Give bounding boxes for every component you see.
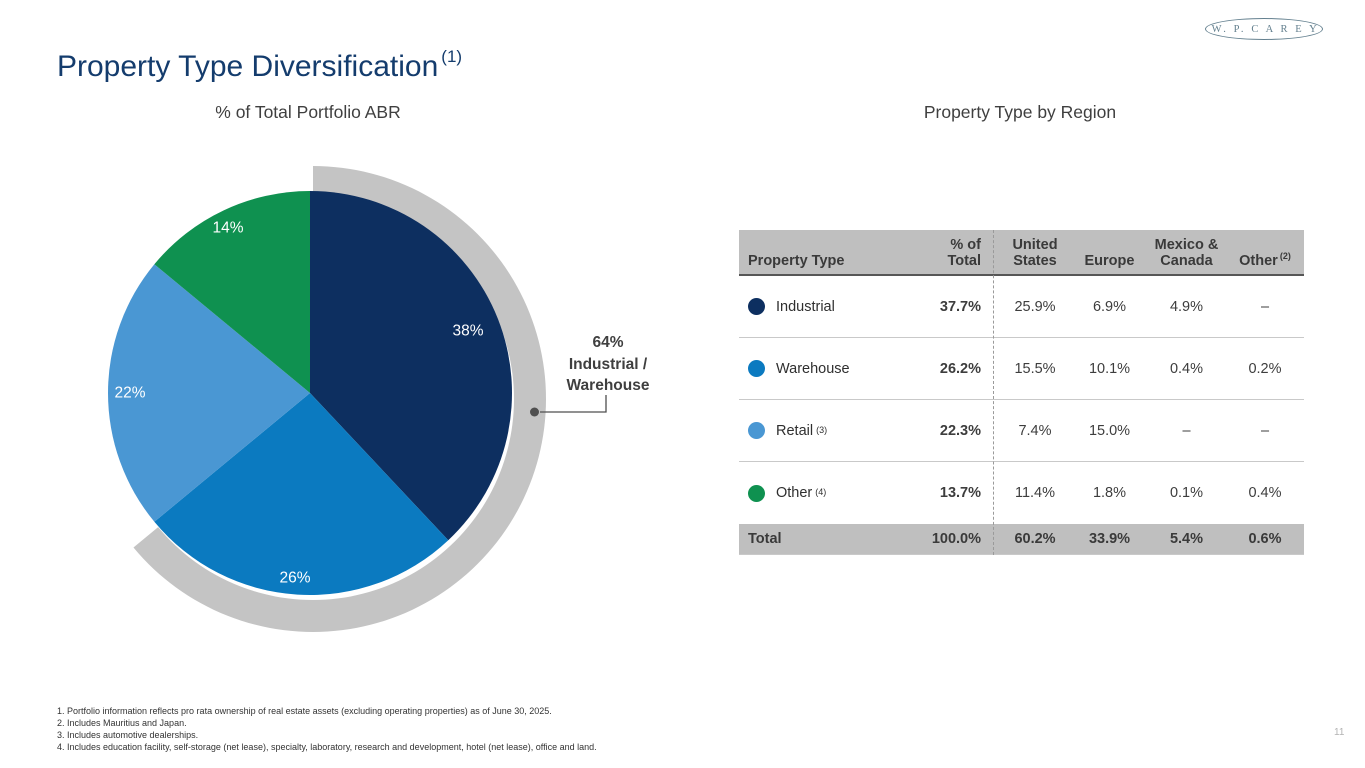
- table-cell: 11.4%: [1014, 485, 1056, 501]
- table-cell: 33.9%: [1088, 531, 1131, 547]
- table-cell: 26.2%: [939, 360, 981, 377]
- callout-anchor-dot: [530, 407, 539, 417]
- table-cell: 37.7%: [939, 298, 981, 315]
- pie-callout: 64% Industrial / Warehouse: [545, 332, 671, 397]
- table-cell: 1.8%: [1092, 485, 1127, 501]
- table-cell: 0.4%: [1248, 485, 1282, 501]
- table-dashed-divider: [993, 230, 994, 555]
- pie-slice-warehouse: [154, 393, 449, 595]
- row-label-cell: Industrial: [739, 298, 905, 315]
- footnote-line: 4. Includes education facility, self-sto…: [57, 741, 597, 752]
- table-cell: 15.5%: [1014, 360, 1056, 377]
- footnote-line: 3. Includes automotive dealerships.: [57, 729, 199, 740]
- table-cell: 10.1%: [1088, 360, 1131, 377]
- table-cell: 4.9%: [1169, 298, 1204, 315]
- callout-line-3: Warehouse: [566, 377, 650, 394]
- table-cell: 100.0%: [931, 531, 981, 547]
- table-cell: –: [1260, 298, 1270, 315]
- table-row: Other (4) 13.7% 11.4% 1.8% 0.1% 0.4%: [739, 462, 1304, 524]
- table-cell: 0.1%: [1169, 485, 1204, 501]
- pie-chart-title: % of Total Portfolio ABR: [215, 102, 401, 122]
- table-cell: 7.4%: [1018, 422, 1052, 439]
- legend-dot: [748, 484, 765, 502]
- table-cell: 5.4%: [1169, 531, 1204, 547]
- legend-dot: [748, 422, 765, 439]
- table-cell: 60.2%: [1014, 531, 1056, 547]
- row-label: Warehouse: [776, 360, 850, 377]
- table-title: Property Type by Region: [923, 102, 1117, 122]
- column-header: Property Type: [748, 252, 845, 269]
- legend-dot: [748, 298, 765, 315]
- table-body: Industrial 37.7% 25.9% 6.9% 4.9% – Warehouse 26…: [739, 276, 1304, 524]
- table-header-row: Property Type % of Total United States Europe…: [739, 230, 1304, 276]
- total-label: Total: [748, 531, 782, 547]
- row-label: Retail: [776, 422, 814, 439]
- table-cell: 25.9%: [1014, 298, 1056, 315]
- row-label-cell: Retail (3): [739, 422, 905, 439]
- page-title-footnote-ref: (1): [441, 47, 463, 66]
- column-header: % of Total: [947, 237, 981, 269]
- table-row: Warehouse 26.2% 15.5% 10.1% 0.4% 0.2%: [739, 338, 1304, 400]
- callout-line-1: 64%: [592, 334, 624, 351]
- table-cell: –: [1260, 422, 1270, 439]
- table-row: Retail (3) 22.3% 7.4% 15.0% – –: [739, 400, 1304, 462]
- table-cell: 13.7%: [939, 485, 981, 501]
- slice-label-industrial: 38%: [452, 323, 483, 340]
- table-cell: 22.3%: [939, 422, 981, 439]
- pie-slice-other: [154, 191, 310, 393]
- column-header: United States: [1012, 237, 1058, 269]
- table-cell: 6.9%: [1092, 298, 1127, 315]
- row-label: Other: [776, 485, 813, 501]
- table-cell: –: [1182, 422, 1191, 439]
- page-number: 11: [1334, 727, 1345, 738]
- table-cell: 0.6%: [1248, 531, 1282, 547]
- pie-slice-industrial: [310, 191, 512, 541]
- wpcarey-logo-text: W. P. C A R E Y: [1211, 23, 1320, 35]
- row-label-cell: Warehouse: [739, 360, 905, 377]
- column-header: Other (2): [1239, 250, 1291, 269]
- column-header: Europe: [1084, 252, 1135, 269]
- table-total-row: Total 100.0% 60.2% 33.9% 5.4% 0.6%: [739, 524, 1304, 555]
- page-title-text: Property Type Diversification: [57, 50, 439, 83]
- highlight-ring: [133, 166, 547, 632]
- table-cell: 15.0%: [1088, 422, 1131, 439]
- slice-label-other: 14%: [212, 220, 243, 237]
- footnotes: 1. Portfolio information reflects pro ra…: [57, 706, 597, 754]
- region-table: Property Type % of Total United States Europe…: [739, 230, 1304, 555]
- row-label: Industrial: [776, 298, 835, 315]
- footnote-line: 2. Includes Mauritius and Japan.: [57, 717, 187, 728]
- footnote-line: 1. Portfolio information reflects pro ra…: [57, 706, 552, 716]
- row-label-cell: Other (4): [739, 484, 905, 502]
- table-row: Industrial 37.7% 25.9% 6.9% 4.9% –: [739, 276, 1304, 338]
- callout-connector-line: [540, 395, 607, 413]
- legend-dot: [748, 360, 765, 377]
- slice-label-retail: 22%: [114, 385, 145, 402]
- pie-slice-retail: [107, 264, 310, 522]
- wpcarey-logo: W. P. C A R E Y: [1205, 18, 1323, 40]
- callout-line-2: Industrial /: [568, 355, 648, 373]
- page-title: Property Type Diversification (1): [57, 47, 463, 84]
- table-cell: 0.4%: [1169, 360, 1204, 377]
- slice-label-warehouse: 26%: [279, 570, 310, 587]
- table-cell: 0.2%: [1248, 360, 1282, 377]
- column-header: Mexico & Canada: [1154, 237, 1219, 269]
